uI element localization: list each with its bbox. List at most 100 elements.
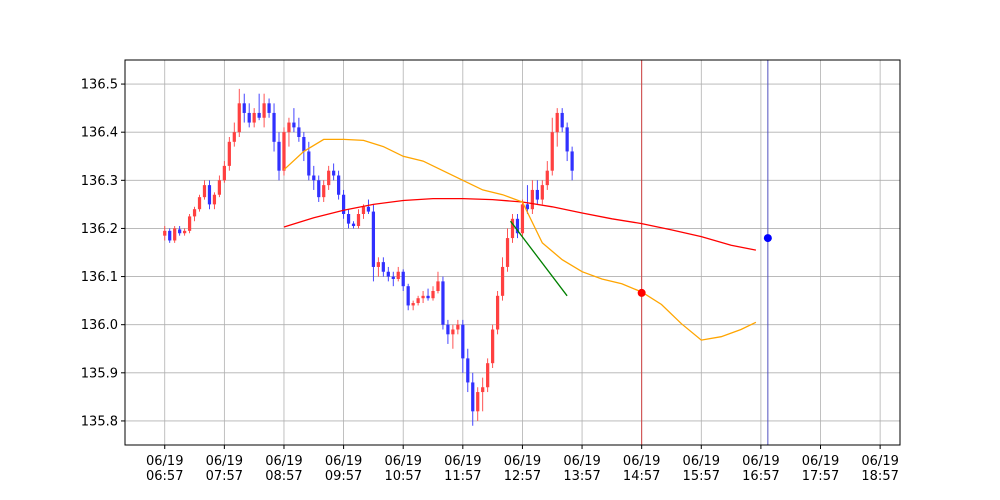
candle-body [545, 170, 549, 186]
signal-marker-point [763, 234, 772, 243]
candle-body [163, 230, 167, 236]
candle-body [237, 103, 241, 133]
signal-marker-point [637, 288, 646, 297]
x-tick-time: 15:57 [683, 469, 720, 484]
candle-body [540, 185, 544, 200]
candle-body [491, 329, 495, 364]
candle-body [451, 329, 455, 335]
x-tick-time: 08:57 [265, 469, 302, 484]
candle-body [302, 137, 306, 152]
candle-body [361, 206, 366, 214]
candle-body [406, 286, 410, 306]
indicator-series-line [509, 220, 568, 297]
x-tick-date: 06/19 [265, 454, 302, 469]
y-tick-label: 136.1 [81, 270, 118, 285]
candle-body [257, 112, 261, 118]
candles [163, 88, 574, 426]
x-tick-date: 06/19 [861, 454, 898, 469]
x-tick-date: 06/19 [683, 454, 720, 469]
indicator-series-line [283, 138, 757, 341]
candle-body [267, 103, 271, 113]
candle-body [530, 189, 534, 210]
candle-body [242, 103, 246, 113]
candle-body [173, 228, 177, 241]
y-tick-label: 135.8 [81, 414, 118, 429]
candle-body [262, 103, 266, 118]
candle-body [396, 271, 400, 279]
x-tick-time: 09:57 [325, 469, 362, 484]
x-tick-date: 06/19 [325, 454, 362, 469]
candle-body [277, 141, 281, 171]
x-tick-date: 06/19 [623, 454, 660, 469]
x-tick-time: 17:57 [802, 469, 839, 484]
candle-body [222, 165, 226, 181]
candle-body [481, 387, 485, 393]
x-tick-time: 12:57 [504, 469, 541, 484]
candle-body [555, 112, 559, 133]
candle-body [337, 175, 341, 195]
candle-body [476, 392, 480, 412]
candle-body [570, 151, 574, 171]
x-tick-time: 18:57 [861, 469, 898, 484]
y-tick-label: 136.2 [81, 222, 118, 237]
x-tick-date: 06/19 [384, 454, 421, 469]
candle-body [332, 170, 336, 176]
candle-body [307, 151, 311, 176]
candle-body [341, 194, 346, 214]
x-tick-date: 06/19 [206, 454, 243, 469]
candle-body [471, 382, 475, 412]
indicator-lines [283, 138, 757, 341]
candle-body [317, 180, 321, 198]
candle-body [272, 112, 276, 142]
candle-body [207, 185, 212, 205]
candle-body [247, 112, 251, 123]
candle-body [560, 112, 564, 128]
x-tick-date: 06/19 [563, 454, 600, 469]
candle-body [381, 262, 385, 272]
candle-body [461, 324, 465, 359]
candle-body [217, 180, 222, 195]
candle-body [287, 122, 291, 133]
x-tick-date: 06/19 [146, 454, 183, 469]
candle-body [202, 185, 207, 198]
candle-body [421, 295, 425, 299]
vertical-markers [641, 60, 769, 445]
candle-body [441, 281, 445, 325]
candle-body [500, 266, 505, 296]
candle-body [252, 112, 256, 123]
y-tick-label: 136.5 [81, 78, 118, 93]
candle-body [495, 295, 500, 330]
candle-body [436, 281, 440, 291]
signal-markers [637, 234, 772, 297]
x-tick-date: 06/19 [742, 454, 779, 469]
y-tick-label: 135.9 [81, 366, 118, 381]
y-tick-label: 136.4 [81, 126, 118, 141]
candle-body [391, 276, 395, 279]
candle-body [327, 170, 331, 186]
candle-body [466, 358, 470, 383]
candle-body [297, 127, 301, 137]
x-tick-time: 16:57 [742, 469, 779, 484]
candle-body [416, 298, 420, 304]
x-tick-time: 13:57 [563, 469, 600, 484]
candle-body [371, 211, 376, 267]
candle-body [376, 262, 380, 267]
x-tick-date: 06/19 [444, 454, 481, 469]
candle-body [386, 271, 390, 277]
candle-body [356, 214, 361, 227]
candle-body [178, 229, 182, 234]
candle-body [282, 132, 286, 171]
candle-body [197, 197, 202, 210]
y-tick-label: 136.3 [81, 174, 118, 189]
x-axis-ticks: 06/1906:5706/1907:5706/1908:5706/1909:57… [146, 445, 899, 484]
candle-body [456, 324, 460, 330]
candle-body [401, 271, 405, 287]
candle-body [312, 175, 316, 181]
candle-body [515, 218, 520, 234]
candle-body [192, 209, 197, 217]
candle-body [411, 303, 415, 306]
x-tick-time: 07:57 [206, 469, 243, 484]
y-tick-label: 136.0 [81, 318, 118, 333]
